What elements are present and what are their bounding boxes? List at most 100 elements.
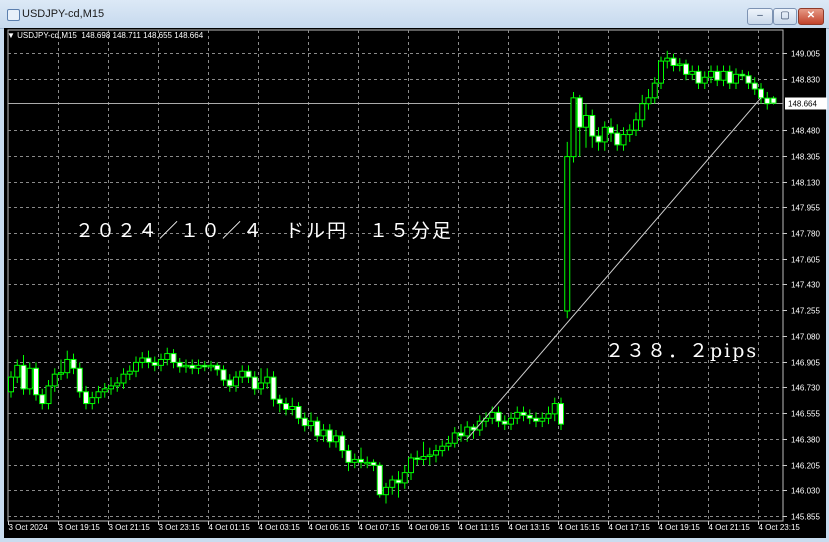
candle-bear — [314, 420, 321, 437]
minimize-button[interactable]: – — [747, 8, 773, 25]
candle-bull — [64, 358, 71, 374]
low-value: 148.655 — [143, 31, 172, 40]
candle-bull — [383, 486, 389, 496]
candle-bear — [283, 403, 289, 410]
candle-bull — [95, 391, 102, 399]
candle-bear — [276, 398, 283, 405]
candle-bull — [401, 472, 408, 484]
candle-bear — [295, 405, 302, 419]
candle-bull — [545, 413, 552, 419]
candle-bear — [764, 97, 771, 105]
candle-bull — [289, 405, 296, 410]
price-label: 146.380 — [791, 436, 820, 445]
candle-bull — [164, 353, 171, 360]
candle-bull — [476, 420, 483, 431]
candle-bear — [770, 97, 777, 104]
annotation-pips[interactable]: ２３８．２pips — [605, 340, 759, 362]
candle-bear — [458, 432, 464, 437]
time-label: 4 Oct 23:15 — [759, 523, 801, 532]
candle-bull — [551, 403, 558, 415]
price-label: 147.780 — [791, 230, 820, 239]
time-label: 3 Oct 23:15 — [159, 523, 201, 532]
close-button[interactable]: ✕ — [798, 8, 824, 25]
candle-bull — [564, 156, 571, 312]
candle-bull — [8, 376, 14, 393]
candle-bear — [614, 132, 621, 146]
candle-bull — [651, 82, 658, 99]
time-label: 4 Oct 13:15 — [509, 523, 551, 532]
time-label: 4 Oct 05:15 — [309, 523, 351, 532]
price-label: 148.130 — [791, 179, 820, 188]
candle-bull — [676, 63, 683, 67]
candle-bull — [258, 382, 264, 390]
candle-bear — [739, 73, 746, 77]
time-label: 3 Oct 21:15 — [109, 523, 151, 532]
candle-bull — [126, 370, 133, 375]
candle-bear — [526, 414, 533, 419]
candle-bull — [351, 458, 358, 463]
candle-bull — [420, 455, 427, 460]
candle-bull — [108, 385, 114, 390]
candle-bear — [358, 458, 364, 463]
time-label: 4 Oct 07:15 — [359, 523, 401, 532]
time-label: 4 Oct 15:15 — [559, 523, 601, 532]
candle-bear — [83, 391, 89, 405]
close-value: 148.664 — [174, 31, 204, 40]
candle-bull — [320, 429, 327, 437]
candle-bull — [239, 370, 246, 378]
candle-bull — [101, 388, 108, 393]
candle-bull — [708, 70, 714, 78]
time-label: 4 Oct 09:15 — [409, 523, 451, 532]
time-label: 4 Oct 03:15 — [259, 523, 301, 532]
candle-bull — [658, 60, 664, 84]
candle-bull — [433, 450, 439, 456]
candle-bear — [608, 126, 614, 134]
time-label: 4 Oct 19:15 — [659, 523, 701, 532]
candle-bear — [726, 70, 733, 84]
dropdown-triangle-icon[interactable]: ▼ — [7, 31, 15, 40]
candle-bull — [720, 70, 727, 81]
open-value: 148.698 — [81, 31, 111, 40]
high-value: 148.711 — [112, 31, 141, 40]
time-label: 3 Oct 2024 — [9, 523, 49, 532]
candle-bear — [145, 357, 152, 363]
price-label: 146.730 — [791, 384, 820, 393]
candle-bear — [589, 114, 596, 137]
candle-bear — [339, 435, 346, 452]
candle-bear — [39, 394, 46, 405]
candle-bear — [189, 364, 196, 369]
candle-bear — [226, 379, 233, 387]
candle-bull — [114, 382, 121, 387]
price-label: 146.030 — [791, 487, 820, 496]
time-label: 4 Oct 17:15 — [609, 523, 651, 532]
candle-bull — [539, 417, 546, 422]
price-label: 145.855 — [791, 513, 820, 522]
candle-bull — [120, 373, 127, 384]
symbol-label: USDJPY-cd,M15 — [17, 31, 77, 40]
candle-bull — [701, 76, 708, 84]
candle-bull — [689, 70, 696, 75]
candle-bull — [570, 97, 577, 158]
candle-bull — [426, 454, 433, 458]
time-label: 4 Oct 11:15 — [459, 523, 500, 532]
annotation-title[interactable]: ２０２４／１０／４ ドル円 １５分足 — [75, 220, 454, 242]
maximize-button[interactable]: ▢ — [773, 8, 797, 25]
price-label: 147.605 — [791, 256, 820, 265]
price-label: 147.080 — [791, 333, 820, 342]
candle-bull — [583, 114, 589, 128]
candle-bear — [751, 82, 758, 90]
candle-bear — [533, 417, 539, 422]
candle-bear — [345, 450, 352, 463]
candle-bull — [183, 364, 189, 368]
candle-bull — [408, 457, 414, 474]
chart-frame — [7, 29, 784, 522]
candle-bear — [714, 70, 721, 81]
candle-bull — [14, 364, 21, 378]
current-price-box — [785, 97, 827, 110]
chart-area[interactable] — [4, 28, 826, 538]
candle-bear — [251, 376, 258, 390]
candle-bull — [620, 134, 627, 146]
candle-bear — [395, 479, 402, 484]
candle-bull — [626, 129, 633, 136]
